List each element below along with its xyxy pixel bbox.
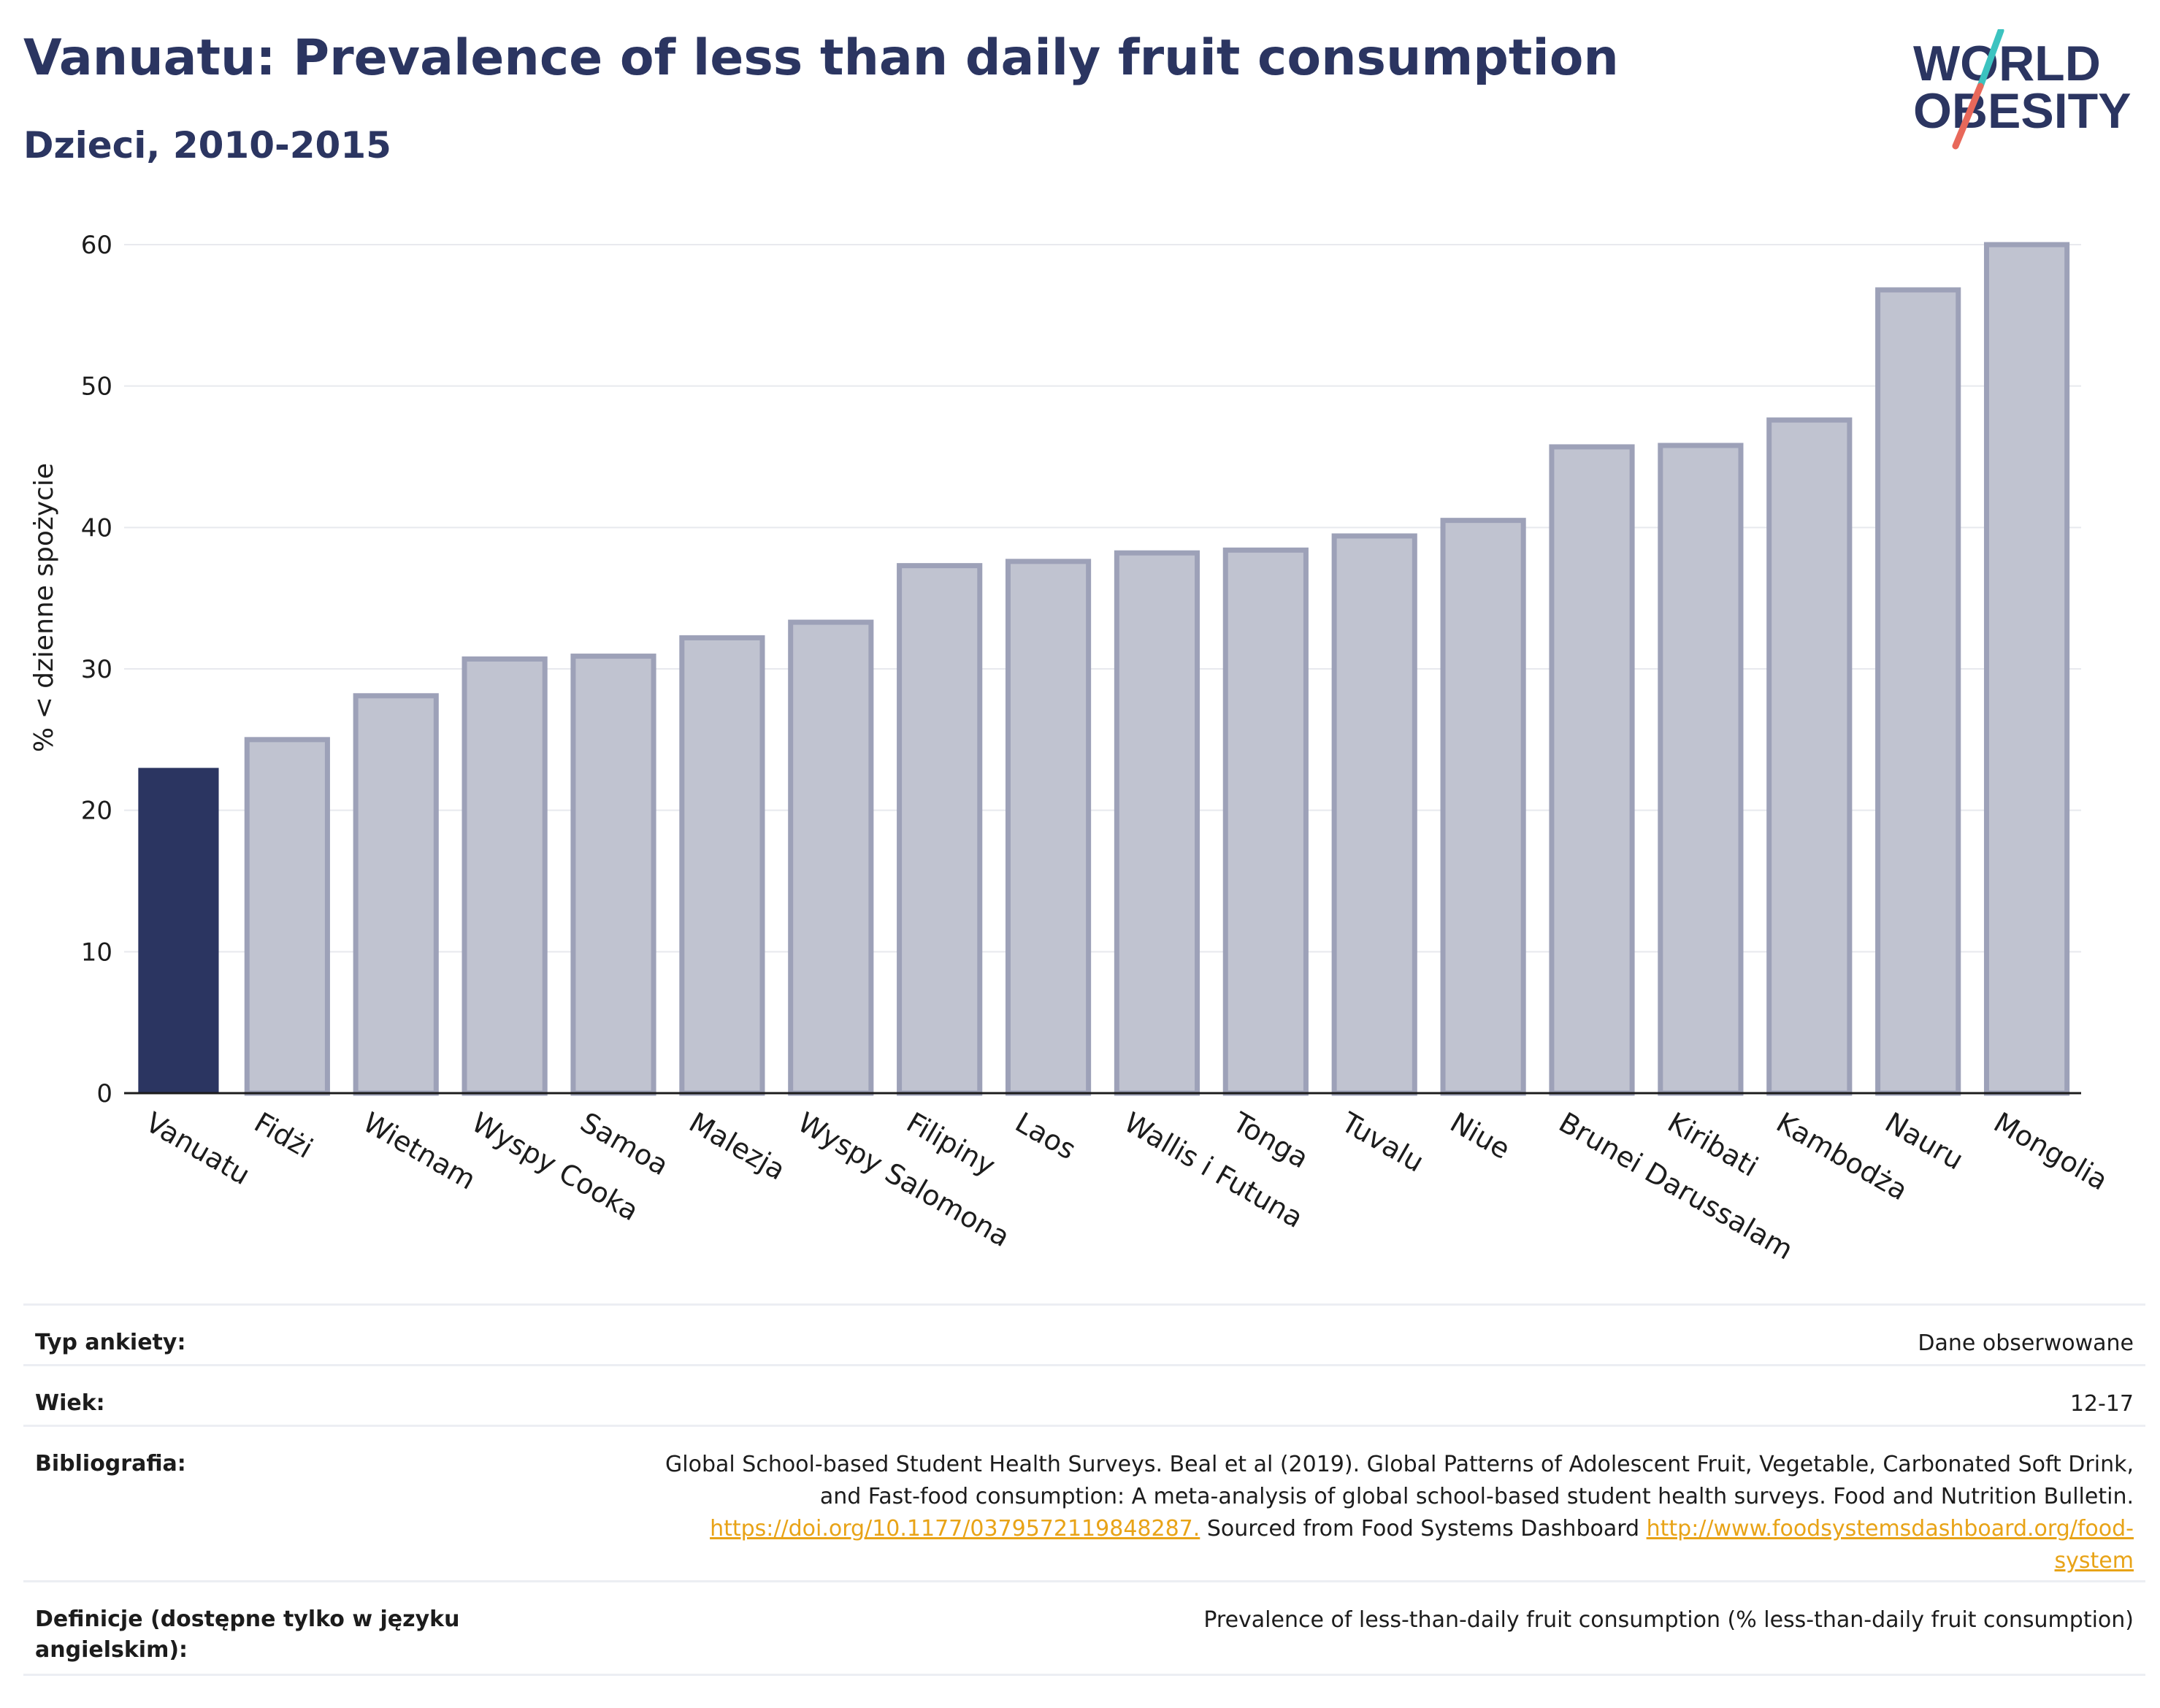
bar-samoa	[570, 654, 656, 1096]
bibliography-line-1: Global School-based Student Health Surve…	[665, 1452, 2134, 1477]
y-tick-label: 50	[81, 372, 112, 402]
y-tick-label: 10	[81, 938, 112, 967]
food-systems-link-continued[interactable]: system	[2054, 1548, 2134, 1574]
x-tick-label: Fidżi	[249, 1106, 318, 1165]
bibliography-line-3: https://doi.org/10.1177/0379572119848287…	[665, 1513, 2134, 1545]
logo-slash-red	[1952, 83, 1984, 150]
bar-layer	[138, 242, 2070, 1096]
survey-type-value: Dane obserwowane	[1918, 1330, 2134, 1356]
x-tick-label: Vanuatu	[140, 1106, 256, 1191]
bar-filipiny	[897, 563, 983, 1096]
age-row: Wiek: 12-17	[23, 1364, 2145, 1425]
bar-kambodża	[1766, 417, 1853, 1096]
food-systems-link[interactable]: http://www.foodsystemsdashboard.org/food…	[1646, 1516, 2134, 1542]
bibliography-line-4: system	[665, 1545, 2134, 1577]
bar-niue	[1440, 518, 1526, 1096]
definitions-value: Prevalence of less-than-daily fruit cons…	[1203, 1607, 2134, 1633]
bar-nauru	[1875, 287, 1961, 1096]
bibliography-label: Bibliografia:	[35, 1451, 186, 1477]
x-tick-label: Nauru	[1880, 1106, 1969, 1176]
y-tick-label: 20	[81, 797, 112, 826]
bar-kiribati	[1658, 443, 1744, 1096]
bibliography-source-text: Sourced from Food Systems Dashboard	[1200, 1516, 1647, 1542]
survey-type-row: Typ ankiety: Dane obserwowane	[23, 1303, 2145, 1364]
y-axis-title: % < dzienne spożycie	[29, 463, 59, 752]
bar-wyspy-cooka	[462, 656, 548, 1096]
y-tick-label: 40	[81, 513, 112, 543]
logo-slash-teal	[1977, 29, 2004, 90]
chart-subtitle: Dzieci, 2010-2015	[23, 124, 391, 166]
age-value: 12-17	[2069, 1391, 2134, 1417]
world-obesity-logo: WORLD OBESITY	[1913, 29, 2132, 150]
bar-fidżi	[244, 737, 330, 1096]
bar-tuvalu	[1331, 533, 1417, 1096]
bar-wallis-i-futuna	[1114, 550, 1200, 1096]
x-tick-label: Mongolia	[1988, 1106, 2113, 1197]
grid-layer	[124, 244, 2081, 953]
definitions-label: Definicje (dostępne tylko w języku angie…	[35, 1606, 460, 1663]
bar-wietnam	[353, 693, 439, 1096]
bar-brunei-darussalam	[1549, 444, 1635, 1096]
x-tick-label: Laos	[1010, 1106, 1081, 1166]
y-tick-label: 30	[81, 655, 112, 684]
logo-word-world: WORLD	[1913, 36, 2101, 91]
x-tick-label: Tonga	[1227, 1106, 1314, 1174]
bar-wyspy-salomona	[788, 619, 874, 1096]
y-tick-label: 60	[81, 231, 112, 260]
bibliography-row: Bibliografia: Global School-based Studen…	[23, 1425, 2145, 1580]
doi-link[interactable]: https://doi.org/10.1177/0379572119848287…	[710, 1516, 1200, 1542]
age-label: Wiek:	[35, 1390, 105, 1416]
info-table: Typ ankiety: Dane obserwowane Wiek: 12-1…	[23, 1303, 2145, 1676]
bar-laos	[1005, 559, 1092, 1096]
survey-type-label: Typ ankiety:	[35, 1330, 186, 1355]
x-tick-label: Tuvalu	[1336, 1106, 1429, 1179]
bar-malezja	[679, 635, 765, 1096]
bar-vanuatu	[138, 767, 219, 1093]
bar-mongolia	[1983, 242, 2070, 1096]
logo-word-obesity: OBESITY	[1913, 83, 2132, 139]
bibliography-line-2: and Fast-food consumption: A meta-analys…	[819, 1484, 2134, 1509]
x-tick-label: Wallis i Futuna	[1119, 1106, 1309, 1235]
bibliography-value: Global School-based Student Health Surve…	[665, 1449, 2134, 1577]
chart-title: Vanuatu: Prevalence of less than daily f…	[23, 29, 1619, 87]
x-tick-label: Niue	[1445, 1106, 1516, 1165]
bar-tonga	[1222, 547, 1309, 1096]
y-tick-label: 0	[96, 1079, 112, 1108]
x-tick-label: Wietnam	[358, 1106, 481, 1196]
x-tick-label: Malezja	[683, 1106, 791, 1187]
definitions-row: Definicje (dostępne tylko w języku angie…	[23, 1580, 2145, 1676]
